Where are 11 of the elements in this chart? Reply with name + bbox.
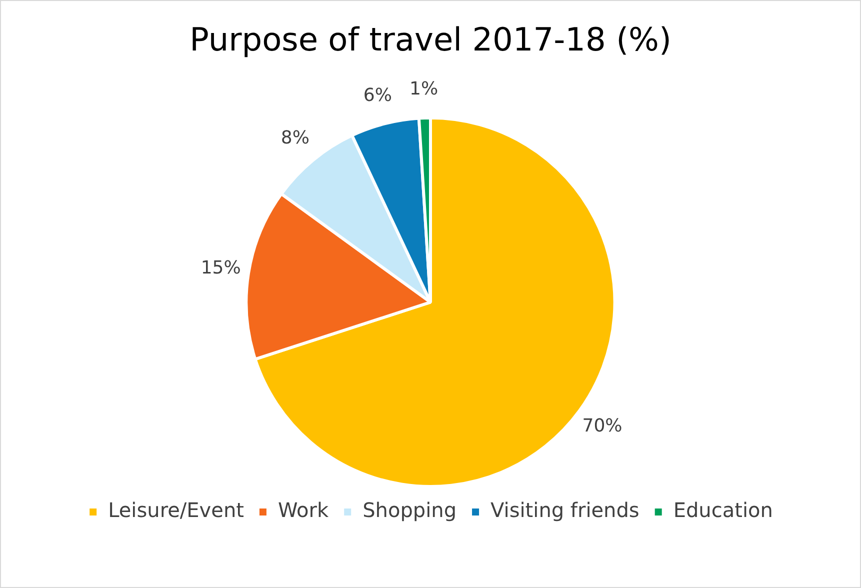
legend-label: Education: [673, 498, 773, 522]
data-label: 8%: [280, 127, 310, 148]
data-label: 6%: [363, 85, 392, 106]
legend-label: Work: [278, 498, 330, 522]
data-label: 1%: [410, 78, 438, 100]
legend-label: Leisure/Event: [108, 498, 244, 522]
data-label: 70%: [582, 416, 622, 437]
legend-label: Shopping: [362, 498, 457, 522]
data-label: 15%: [200, 258, 241, 279]
legend-label: Visiting friends: [490, 498, 640, 522]
chart-title: Purpose of travel 2017-18 (%): [190, 20, 672, 59]
